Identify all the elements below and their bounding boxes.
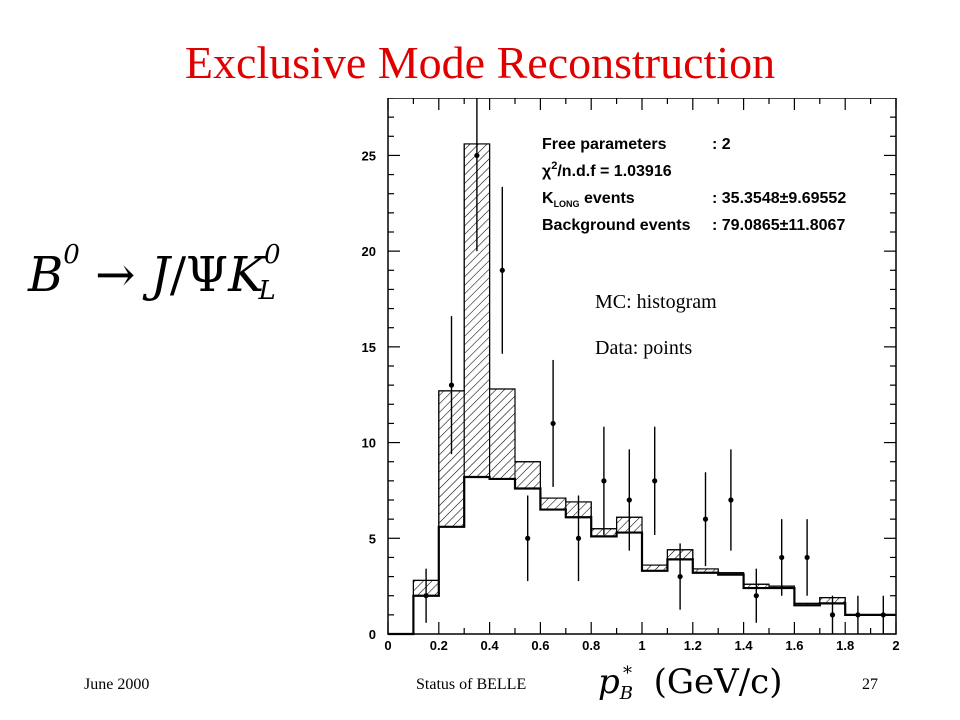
data-point — [499, 267, 505, 273]
y-tick-label: 25 — [362, 148, 376, 163]
data-point — [702, 516, 709, 522]
y-tick-label: 10 — [362, 436, 376, 451]
plot-panel: 0 0.2 0.4 0.6 0.8 1 1.2 1.4 1.6 1.8 2 0 5 10 15 20 25 Fr… — [346, 98, 916, 653]
fit-info-label: Free parameters — [542, 136, 667, 153]
data-point — [601, 478, 607, 484]
formula-arrow: → — [95, 247, 136, 303]
formula-j: J — [150, 247, 170, 303]
formula-b: B — [28, 247, 64, 303]
fit-info-value: : 79.0865±11.8067 — [712, 217, 845, 234]
x-tick-label: 1.8 — [836, 638, 854, 653]
data-point — [525, 535, 531, 541]
x-tick-label: 1.6 — [785, 638, 803, 653]
x-tick-label: 1.2 — [684, 638, 702, 653]
x-tick-label: 0 — [384, 638, 391, 653]
data-point — [677, 573, 683, 580]
mc-histogram-note: MC: histogram — [595, 291, 717, 313]
data-points-note: Data: points — [595, 337, 692, 359]
data-point — [779, 554, 785, 561]
formula-k-sup: 0 — [263, 240, 281, 270]
fit-info-value: : 35.3548±9.69552 — [712, 190, 846, 207]
data-point — [728, 497, 734, 503]
data-point — [753, 593, 759, 599]
formula-k: K — [228, 247, 264, 303]
signal-hatch-bin — [514, 461, 541, 490]
x-tick-label: 0.2 — [430, 638, 448, 653]
xlabel-sup: * — [623, 663, 632, 684]
y-tick-label: 15 — [362, 340, 376, 355]
decay-formula: B0 → J/ΨK0L — [28, 240, 281, 306]
data-point — [626, 497, 632, 503]
formula-b-sup: 0 — [63, 240, 80, 270]
y-tick-label: 20 — [362, 244, 376, 259]
data-point — [550, 420, 556, 427]
y-tick-label: 5 — [369, 531, 376, 546]
data-point — [448, 382, 455, 388]
signal-hatch-bin — [489, 388, 516, 480]
formula-k-sub: L — [258, 276, 276, 306]
data-point — [829, 612, 836, 618]
data-point — [855, 612, 861, 618]
xlabel-p: p — [598, 662, 620, 702]
signal-hatch-bin — [539, 497, 567, 511]
x-tick-label: 0.6 — [531, 638, 549, 653]
data-point — [474, 152, 480, 159]
data-point — [880, 612, 886, 618]
data-point — [575, 535, 582, 541]
x-tick-label: 2 — [892, 638, 899, 653]
footer-event: Status of BELLE — [416, 676, 527, 693]
data-point — [804, 554, 810, 561]
fit-info-value: : 2 — [712, 136, 731, 153]
xlabel-units: (GeV/c) — [653, 662, 783, 702]
x-axis-label: pB* (GeV/c) — [598, 662, 783, 704]
footer-page-number: 27 — [862, 676, 878, 693]
x-tick-label: 1.4 — [735, 638, 754, 653]
x-tick-label: 1 — [638, 638, 645, 653]
fit-info-label: KLONG events — [542, 190, 635, 209]
total-histogram-line — [388, 143, 896, 635]
data-point — [423, 593, 429, 599]
slide-title: Exclusive Mode Reconstruction — [184, 37, 776, 88]
xlabel-sub: B — [619, 683, 633, 704]
data-point — [652, 478, 658, 484]
formula-slash: / — [169, 247, 186, 303]
x-tick-label: 0.4 — [481, 638, 500, 653]
fit-info-label: χ2/n.d.f = 1.03916 — [542, 160, 672, 180]
formula-psi: Ψ — [186, 247, 229, 303]
footer-date: June 2000 — [84, 676, 150, 693]
fit-info-label: Background events — [542, 217, 691, 234]
y-tick-label: 0 — [369, 627, 376, 642]
x-tick-label: 0.8 — [582, 638, 600, 653]
